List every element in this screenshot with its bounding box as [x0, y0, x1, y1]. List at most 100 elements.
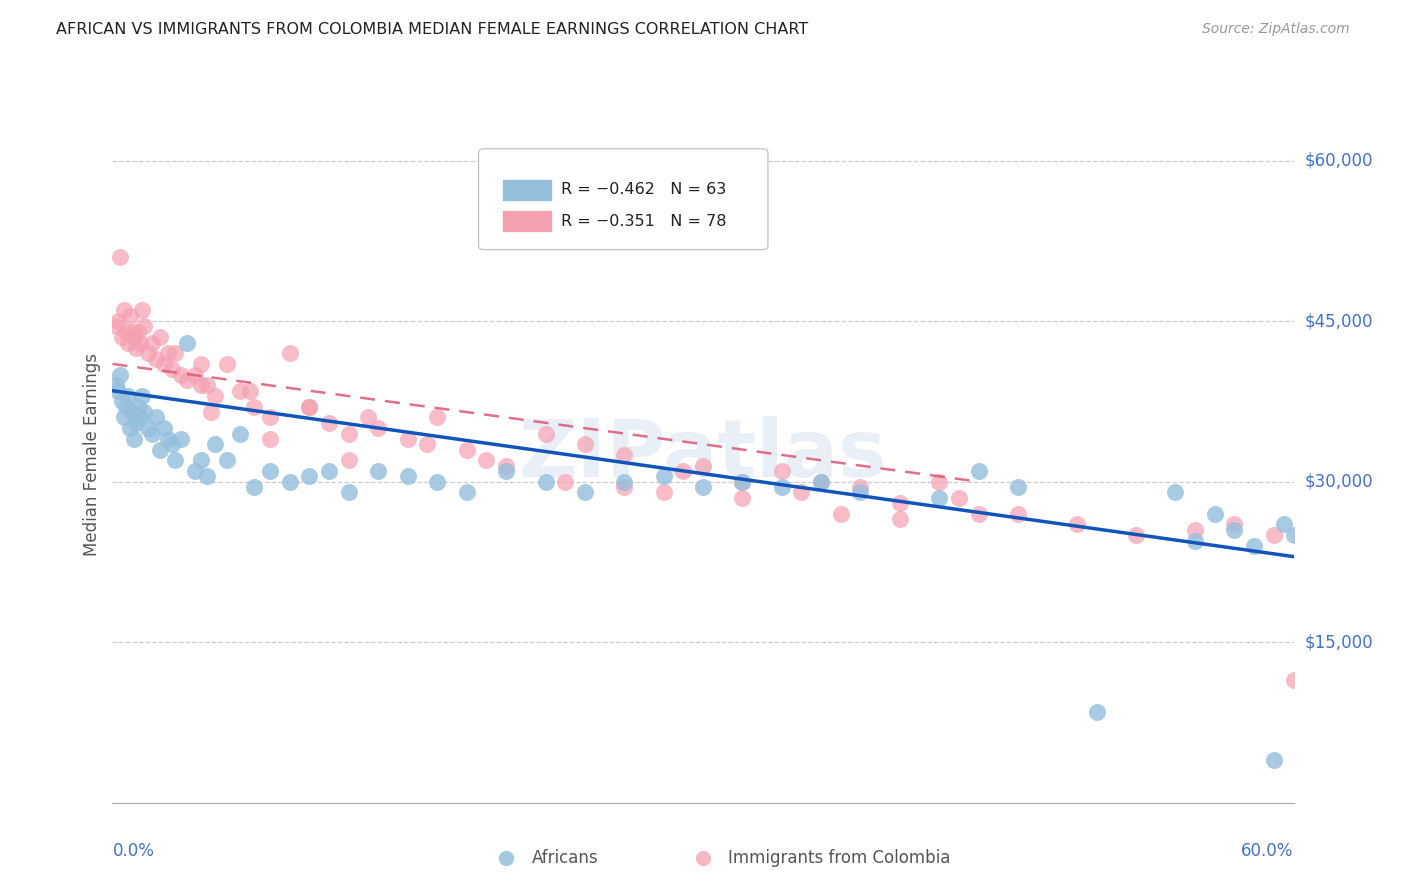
Point	[426, 475, 449, 489]
Text: $45,000: $45,000	[1305, 312, 1374, 330]
Point	[1223, 523, 1246, 537]
Y-axis label: Median Female Earnings: Median Female Earnings	[83, 353, 101, 557]
Point	[127, 400, 149, 414]
Point	[554, 475, 576, 489]
Text: Source: ZipAtlas.com: Source: ZipAtlas.com	[1202, 22, 1350, 37]
Point	[298, 400, 321, 414]
Point	[278, 475, 301, 489]
Point	[692, 480, 714, 494]
Point	[534, 426, 557, 441]
Point	[165, 453, 187, 467]
Point	[259, 432, 281, 446]
Point	[131, 389, 153, 403]
Point	[1204, 507, 1226, 521]
Text: R = −0.351   N = 78: R = −0.351 N = 78	[561, 214, 727, 228]
Point	[195, 378, 218, 392]
Point	[243, 480, 266, 494]
Point	[357, 410, 380, 425]
Point	[229, 426, 252, 441]
Point	[337, 453, 360, 467]
Point	[259, 464, 281, 478]
Point	[1125, 528, 1147, 542]
FancyBboxPatch shape	[478, 149, 768, 250]
Point	[928, 475, 950, 489]
Point	[613, 475, 636, 489]
Point	[136, 421, 159, 435]
Point	[456, 485, 478, 500]
Point	[318, 416, 340, 430]
Point	[495, 464, 517, 478]
Point	[170, 432, 193, 446]
Point	[105, 319, 128, 334]
Point	[107, 384, 129, 398]
Point	[1272, 517, 1295, 532]
Point	[131, 303, 153, 318]
Point	[1184, 533, 1206, 548]
Point	[830, 507, 852, 521]
Point	[692, 851, 714, 865]
Point	[170, 368, 193, 382]
Text: $60,000: $60,000	[1305, 152, 1374, 169]
Text: 0.0%: 0.0%	[112, 842, 155, 860]
Point	[111, 330, 134, 344]
Point	[731, 475, 754, 489]
Point	[1243, 539, 1265, 553]
Text: R = −0.462   N = 63: R = −0.462 N = 63	[561, 182, 727, 197]
Point	[195, 469, 218, 483]
Point	[105, 378, 128, 392]
Point	[190, 453, 212, 467]
Point	[122, 330, 145, 344]
Point	[495, 458, 517, 473]
Point	[475, 453, 498, 467]
Point	[692, 458, 714, 473]
Point	[1085, 705, 1108, 719]
Text: $15,000: $15,000	[1305, 633, 1374, 651]
Point	[190, 357, 212, 371]
Point	[574, 485, 596, 500]
Point	[152, 421, 174, 435]
Point	[165, 346, 187, 360]
Point	[790, 485, 813, 500]
Point	[112, 410, 135, 425]
Point	[278, 346, 301, 360]
Point	[107, 314, 129, 328]
Point	[136, 346, 159, 360]
Text: ZIPatlas: ZIPatlas	[519, 416, 887, 494]
Point	[121, 325, 143, 339]
Point	[120, 309, 142, 323]
Point	[115, 400, 138, 414]
Point	[967, 464, 990, 478]
Bar	[502, 210, 551, 232]
Point	[337, 485, 360, 500]
Point	[111, 394, 134, 409]
Point	[731, 491, 754, 505]
Point	[1282, 528, 1305, 542]
Point	[928, 491, 950, 505]
Point	[125, 341, 148, 355]
Point	[456, 442, 478, 457]
Point	[122, 432, 145, 446]
Point	[176, 373, 198, 387]
Text: 60.0%: 60.0%	[1241, 842, 1294, 860]
Point	[215, 453, 238, 467]
Point	[367, 421, 389, 435]
Point	[145, 410, 167, 425]
Point	[149, 442, 172, 457]
Point	[318, 464, 340, 478]
Text: AFRICAN VS IMMIGRANTS FROM COLOMBIA MEDIAN FEMALE EARNINGS CORRELATION CHART: AFRICAN VS IMMIGRANTS FROM COLOMBIA MEDI…	[56, 22, 808, 37]
Point	[298, 400, 321, 414]
Point	[200, 405, 222, 419]
Point	[426, 410, 449, 425]
Point	[160, 437, 183, 451]
Point	[141, 335, 163, 350]
Point	[1263, 753, 1285, 767]
Point	[120, 421, 142, 435]
Point	[1282, 673, 1305, 687]
Point	[1164, 485, 1187, 500]
Point	[243, 400, 266, 414]
Point	[1263, 528, 1285, 542]
Point	[298, 469, 321, 483]
Point	[125, 416, 148, 430]
Point	[110, 368, 132, 382]
Point	[117, 389, 139, 403]
